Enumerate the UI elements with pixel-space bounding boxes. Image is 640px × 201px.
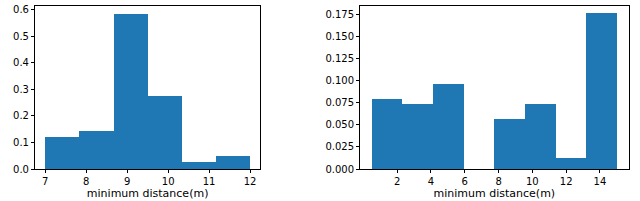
svg-text:2: 2 — [394, 176, 400, 187]
svg-text:10: 10 — [162, 176, 175, 187]
svg-text:0.2: 0.2 — [13, 110, 29, 121]
svg-text:0.5: 0.5 — [13, 31, 29, 42]
svg-text:11: 11 — [203, 176, 216, 187]
svg-text:0.150: 0.150 — [325, 31, 354, 42]
svg-text:0.000: 0.000 — [325, 164, 354, 175]
svg-text:0.125: 0.125 — [325, 53, 354, 64]
svg-text:0.4: 0.4 — [13, 57, 29, 68]
svg-text:0.3: 0.3 — [13, 84, 29, 95]
svg-text:9: 9 — [124, 176, 130, 187]
svg-text:0.025: 0.025 — [325, 141, 354, 152]
svg-text:7: 7 — [42, 176, 48, 187]
svg-text:8: 8 — [495, 176, 501, 187]
svg-text:12: 12 — [560, 176, 573, 187]
svg-text:6: 6 — [462, 176, 468, 187]
svg-text:0.6: 0.6 — [13, 4, 29, 15]
svg-text:14: 14 — [594, 176, 607, 187]
svg-text:4: 4 — [428, 176, 434, 187]
svg-text:8: 8 — [83, 176, 89, 187]
svg-text:minimum distance(m): minimum distance(m) — [87, 187, 209, 200]
svg-text:0.050: 0.050 — [325, 119, 354, 130]
svg-text:minimum distance(m): minimum distance(m) — [434, 187, 556, 200]
svg-text:0.075: 0.075 — [325, 97, 354, 108]
svg-text:0.175: 0.175 — [325, 9, 354, 20]
svg-text:10: 10 — [526, 176, 539, 187]
svg-text:0.1: 0.1 — [13, 137, 29, 148]
svg-text:0.100: 0.100 — [325, 75, 354, 86]
svg-text:12: 12 — [244, 176, 257, 187]
svg-text:0.0: 0.0 — [13, 164, 29, 175]
